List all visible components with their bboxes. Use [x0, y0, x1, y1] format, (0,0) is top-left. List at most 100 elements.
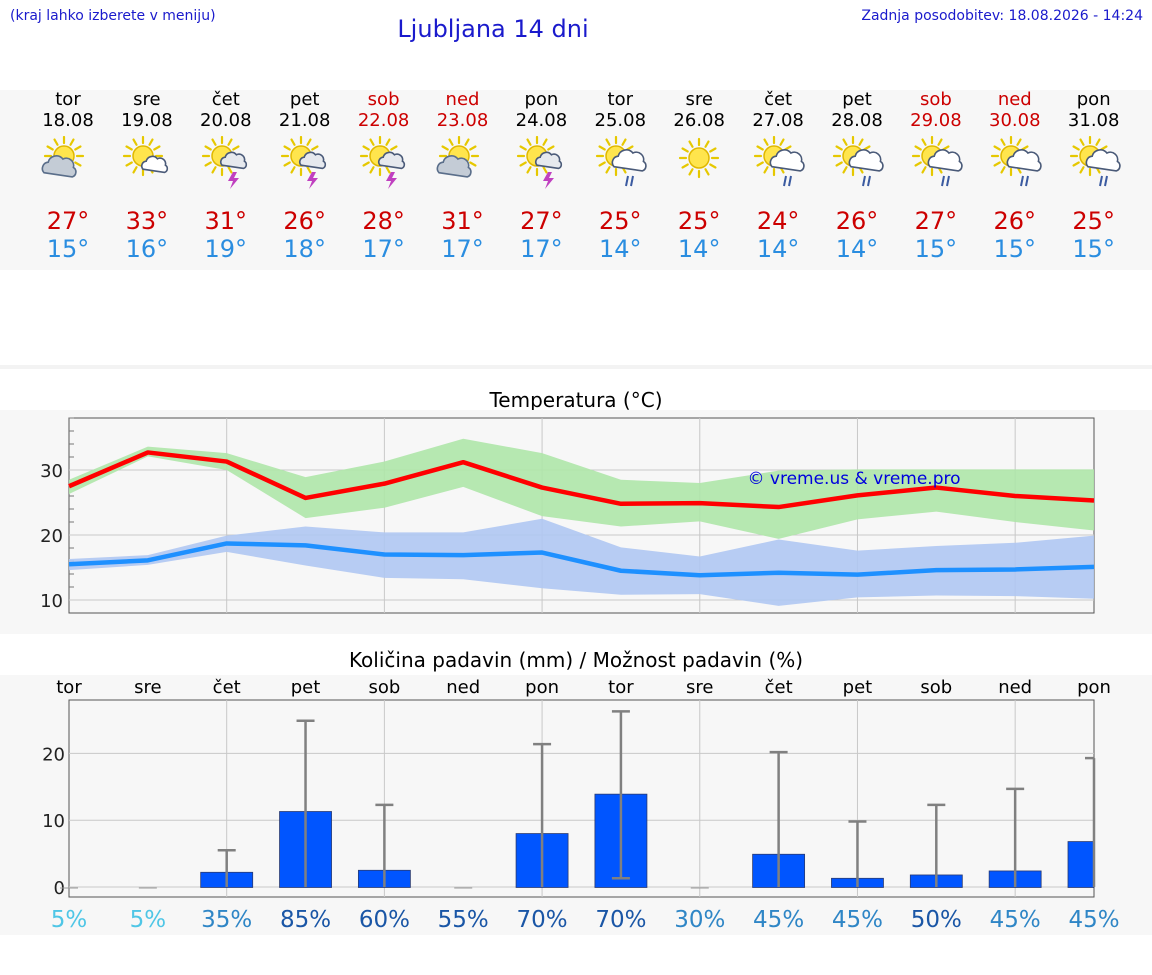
day-column: sre 19.08 33° 16°: [107, 90, 186, 264]
day-name: ned: [445, 89, 480, 110]
min-temperature: 17°: [520, 235, 563, 263]
precipitation-chart-title: Količina padavin (mm) / Možnost padavin …: [348, 648, 804, 672]
precipitation-probability: 60%: [359, 907, 410, 933]
sun-rain-icon: [818, 132, 897, 202]
max-temperature: 24°: [756, 207, 800, 235]
forecast-background: [0, 90, 1152, 270]
y-tick-label: 30: [40, 461, 63, 482]
min-temperature: 14°: [756, 235, 800, 263]
day-name: pon: [1076, 89, 1111, 110]
precipitation-probability: 45%: [832, 907, 883, 933]
day-column: pon 31.08 25° 15°: [1054, 90, 1133, 263]
min-temperature: 15°: [993, 235, 1037, 263]
min-temperature: 15°: [914, 235, 958, 263]
category-label: tor: [56, 677, 82, 698]
day-column: pon 24.08 27° 17°: [502, 89, 581, 264]
category-label: sre: [134, 677, 161, 698]
day-date: 29.08: [910, 110, 962, 131]
sun-thunderstorm-icon: [265, 132, 344, 202]
day-name: sob: [367, 89, 400, 110]
day-date: 28.08: [831, 110, 883, 131]
category-label: sob: [368, 677, 400, 698]
day-column: pet 28.08 26° 14°: [818, 90, 897, 263]
sun-icon: [660, 132, 739, 202]
day-name: čet: [764, 89, 793, 110]
min-temperature: 19°: [204, 235, 248, 263]
precipitation-probability: 45%: [1068, 907, 1119, 933]
page-title: Ljubljana 14 dni: [397, 15, 589, 43]
category-label: tor: [608, 677, 634, 698]
precipitation-bar: [1067, 841, 1095, 888]
y-tick-label: 0: [54, 878, 65, 899]
day-column: sre 26.08 25° 14°: [660, 89, 739, 264]
day-date: 20.08: [200, 110, 252, 131]
day-date: 27.08: [752, 110, 804, 131]
sun-rain-icon: [739, 132, 818, 202]
day-date: 26.08: [673, 110, 725, 131]
day-date: 18.08: [42, 110, 94, 131]
sun-rain-icon: [1054, 132, 1133, 202]
day-column: sob 22.08 28° 17°: [344, 89, 423, 264]
sun-cloud-icon: [423, 132, 502, 202]
y-tick-label: 10: [42, 811, 65, 832]
day-name: pon: [524, 89, 559, 110]
day-column: ned 30.08 26° 15°: [975, 90, 1054, 263]
max-temperature: 31°: [204, 207, 248, 235]
day-column: tor 18.08 27° 15°: [29, 90, 108, 263]
precipitation-probability: 45%: [753, 907, 804, 933]
day-column: ned 23.08 31° 17°: [423, 90, 502, 263]
sun-thunderstorm-icon: [502, 132, 581, 202]
y-tick-label: 10: [40, 591, 63, 612]
max-temperature: 33°: [125, 207, 169, 235]
min-temperature: 18°: [283, 235, 326, 263]
plot-area: [68, 699, 1095, 898]
min-temperature: 15°: [46, 235, 90, 263]
day-column: čet 20.08 31° 19°: [186, 89, 265, 264]
day-column: tor 25.08 25° 14°: [581, 90, 660, 263]
precipitation-probability: 5%: [51, 907, 88, 933]
precipitation-probability: 45%: [990, 907, 1041, 933]
max-temperature: 25°: [1072, 207, 1115, 235]
min-temperature: 15°: [1072, 235, 1115, 263]
sun-rain-icon: [581, 132, 660, 202]
daily-forecast-row: tor 18.08 27° 15° sre 19.08 33° 16° čet 20.08 31° 1…: [0, 90, 1152, 270]
category-label: sre: [686, 677, 713, 698]
category-label: pon: [1077, 677, 1111, 698]
sun-rain-icon: [896, 132, 975, 202]
day-date: 22.08: [357, 110, 410, 131]
day-name: čet: [211, 89, 240, 110]
max-temperature: 27°: [914, 207, 958, 235]
precipitation-probability: 30%: [674, 907, 725, 933]
y-tick-label: 20: [42, 744, 65, 765]
day-date: 31.08: [1067, 110, 1120, 131]
precipitation-probability: 35%: [201, 907, 252, 933]
divider: [0, 365, 1152, 369]
day-name: sob: [919, 89, 952, 110]
max-temperature: 26°: [283, 207, 326, 235]
precipitation-probability: 70%: [595, 907, 646, 933]
max-temperature: 26°: [835, 207, 879, 235]
day-column: sob 29.08 27° 15°: [896, 90, 975, 263]
min-temperature: 17°: [362, 235, 405, 263]
precipitation-probability: 55%: [438, 907, 489, 933]
min-temperature-line: [68, 541, 1095, 578]
precipitation-probability: 5%: [130, 907, 167, 933]
temperature-chart-title: Temperatura (°C): [489, 388, 663, 412]
day-name: sre: [685, 89, 713, 110]
day-name: tor: [55, 89, 81, 110]
category-label: pon: [525, 677, 559, 698]
sun-thunderstorm-icon: [186, 132, 265, 202]
category-label: ned: [998, 677, 1032, 698]
day-date: 24.08: [515, 110, 568, 131]
max-temperature: 25°: [677, 207, 721, 235]
last-update: Zadnja posodobitev: 18.08.2026 - 14:24: [861, 8, 1143, 24]
sun-small-cloud-icon: [107, 132, 186, 202]
category-label: pet: [843, 677, 873, 698]
day-date: 21.08: [278, 110, 331, 131]
max-temperature: 27°: [46, 207, 90, 235]
sun-thunderstorm-icon: [344, 132, 423, 202]
location-hint: (kraj lahko izberete v meniju): [10, 8, 216, 24]
precipitation-chart: 0 10 20 tor sre čet pet sob ned pon tor sre čet pet so…: [42, 677, 1119, 933]
day-date: 25.08: [594, 110, 647, 131]
category-label: čet: [765, 677, 793, 698]
